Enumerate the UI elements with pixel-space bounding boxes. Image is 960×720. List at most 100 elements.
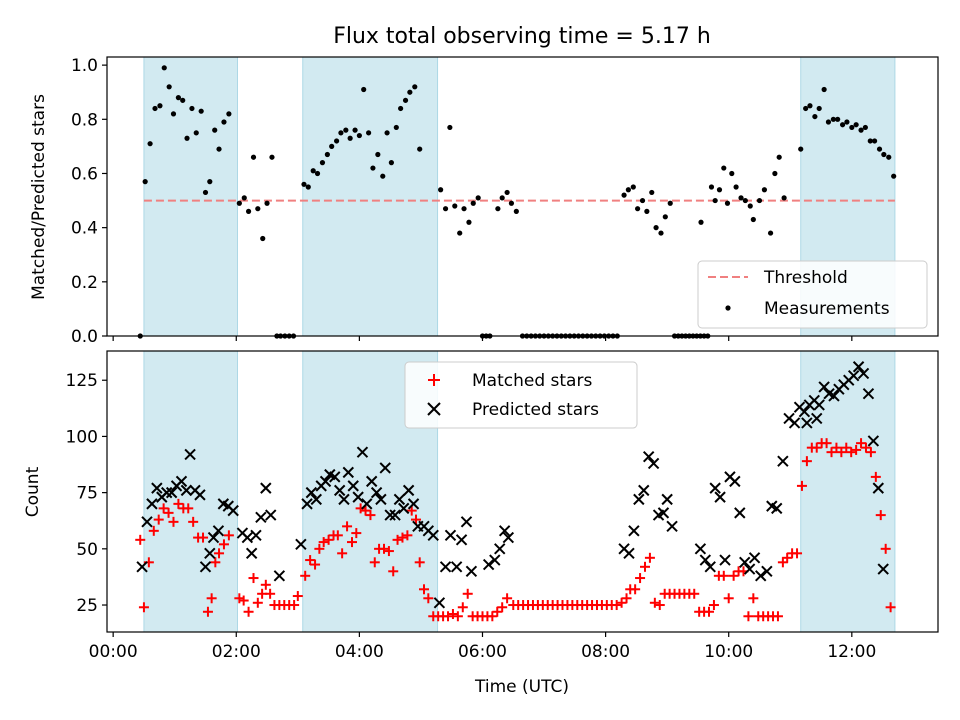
bottom-y-axis-label: Count [23,466,43,517]
measurement-point [867,138,873,144]
measurement-point [198,108,204,114]
matched-star-point [365,510,376,521]
predicted-star-point [165,486,178,499]
matched-star-point [206,593,217,604]
predicted-star-point [427,529,439,542]
measurement-point [635,206,641,212]
measurement-point [343,127,349,133]
top-y-axis-label: Matched/Predicted stars [29,94,49,300]
measurement-point [301,181,307,187]
matched-star-point [743,611,754,622]
measurement-point [269,154,275,160]
x-tick-label: 12:00 [827,642,876,662]
top-legend: Threshold Measurements [697,260,928,329]
bottom-panel: 25 50 75 100 125 00:00 02:00 04:00 06:00 08:00 10… [23,350,939,697]
matched-star-point [487,611,498,622]
matched-stars-points [135,438,896,622]
predicted-star-point [136,561,148,573]
predicted-star-point [273,570,286,582]
measurement-point [216,146,222,152]
matched-star-point [265,588,276,599]
measurement-point [747,203,753,209]
measurement-point [457,230,463,236]
predicted-star-point [857,367,870,380]
matched-star-point [342,521,353,532]
measurement-point [142,179,148,185]
predicted-star-point [444,529,457,542]
predicted-star-point [184,448,196,461]
predicted-star-point [161,486,173,499]
predicted-star-point [295,538,307,551]
matched-star-point [292,591,303,602]
predicted-star-point [227,504,239,517]
predicted-star-point [310,493,322,506]
predicted-star-point [628,525,640,537]
predicted-star-point [623,547,635,560]
matched-star-point [811,442,822,453]
matched-star-point [360,505,371,516]
matched-star-point [452,611,463,622]
measurement-point [716,187,723,193]
measurement-point [260,235,266,242]
matched-star-point [188,516,199,527]
predicted-star-point [141,516,153,528]
predicted-star-point [761,565,773,578]
measurement-point [384,130,390,136]
matched-star-point [704,606,715,617]
measurement-point [667,200,673,206]
measurement-point [798,146,804,152]
measurement-point [639,197,646,204]
matched-star-point [497,602,508,613]
legend-predicted-label: Predicted stars [472,400,599,420]
measurement-point [513,208,519,214]
measurement-point [807,103,813,109]
predicted-star-point [361,498,373,510]
matched-star-point [135,534,146,545]
measurement-point [625,187,631,193]
measurement-point [844,119,850,125]
matched-star-point [457,602,468,613]
y-tick-label: 0.4 [71,219,98,239]
matched-star-point [821,438,832,449]
measurement-point [698,219,704,225]
matched-star-point [351,528,362,539]
matched-star-point [198,532,209,543]
measurement-point [417,146,423,152]
matched-star-point [748,593,759,604]
measurement-point [772,170,778,177]
predicted-star-point [694,543,707,555]
measurement-point [393,124,399,131]
matched-star-point [414,557,425,568]
matched-star-point [792,548,803,559]
predicted-star-point [813,399,825,411]
predicted-star-point [439,561,452,573]
measurement-point [886,154,892,160]
measurement-point [776,154,782,160]
predicted-star-point [212,525,225,537]
measurement-point [452,203,458,209]
predicted-star-point [175,475,188,488]
matched-star-point [238,595,249,606]
top-panel: Flux total observing time = 5.17 h 0.00.… [29,24,939,347]
predicted-star-point [661,493,673,506]
matched-star-point [851,444,862,455]
highlight-band [143,350,238,633]
bottom-axes-frame [106,350,939,633]
measurement-point [370,165,376,171]
measurement-point [388,160,394,166]
matched-star-point [318,537,329,548]
matched-star-point [214,548,225,559]
matched-star-point [419,584,430,595]
matched-star-point [402,530,413,541]
predicted-star-point [852,361,865,373]
measurement-point [314,170,321,177]
matched-star-point [644,552,655,563]
predicted-star-point [847,370,860,382]
matched-star-point [796,480,807,491]
measurement-point [849,124,855,131]
measurement-point [644,208,650,214]
matched-star-point [836,447,847,458]
measurement-point [461,206,467,212]
measurement-point [412,84,418,90]
measurement-point [733,184,739,190]
